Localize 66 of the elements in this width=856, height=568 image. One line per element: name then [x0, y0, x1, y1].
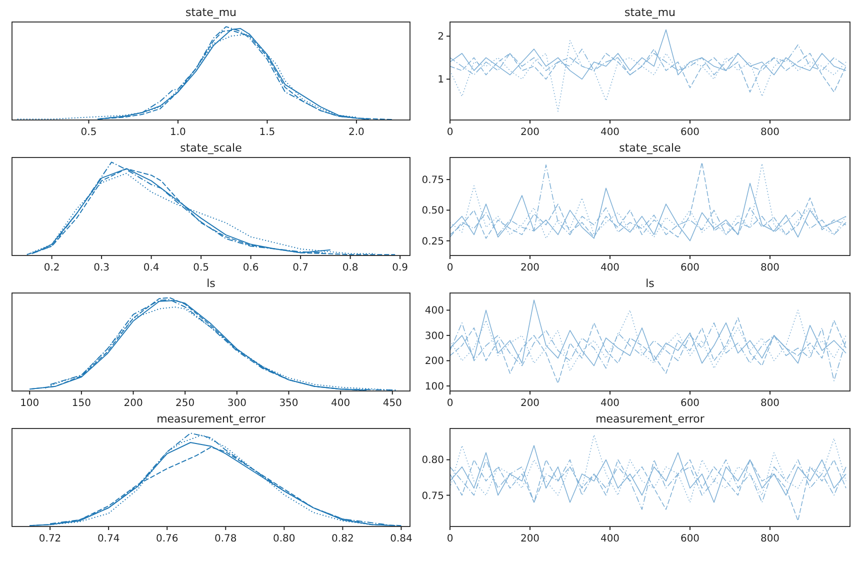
chart-title: ls: [206, 277, 216, 290]
x-tick-label: 0.5: [193, 262, 210, 274]
x-tick-label: 0.74: [97, 534, 120, 544]
x-tick-label: 200: [520, 262, 540, 274]
x-tick-label: 800: [760, 534, 780, 544]
y-tick-label: 0.75: [422, 490, 444, 502]
x-tick-label: 1.0: [170, 127, 186, 138]
x-tick-label: 400: [600, 398, 620, 409]
y-tick-label: 0.25: [422, 236, 444, 248]
x-tick-label: 600: [680, 262, 700, 274]
x-tick-label: 0: [446, 534, 454, 544]
y-tick-label: 2: [438, 32, 444, 43]
x-tick-label: 200: [520, 534, 540, 544]
chart-title: state_mu: [624, 6, 676, 19]
x-tick-label: 0.78: [214, 534, 237, 544]
x-tick-label: 150: [72, 398, 91, 409]
x-tick-label: 0.2: [44, 262, 60, 274]
x-tick-label: 0: [446, 398, 454, 409]
x-tick-label: 200: [520, 127, 540, 138]
x-tick-label: 0: [446, 127, 454, 138]
x-tick-label: 0.72: [38, 534, 62, 544]
chart-title: measurement_error: [596, 412, 705, 426]
x-tick-label: 200: [124, 398, 143, 409]
x-tick-label: 350: [279, 398, 298, 409]
chart-title: ls: [646, 277, 655, 290]
x-tick-label: 0.7: [292, 262, 309, 274]
y-tick-label: 0.80: [422, 455, 444, 466]
y-tick-label: 0.50: [422, 206, 444, 217]
y-tick-label: 0.75: [422, 175, 444, 186]
x-tick-label: 0.8: [342, 262, 358, 274]
chart-title: state_mu: [185, 6, 237, 19]
x-tick-label: 0.3: [94, 262, 110, 274]
x-tick-label: 0.84: [390, 534, 412, 544]
x-tick-label: 0.76: [156, 534, 178, 544]
x-tick-label: 600: [680, 534, 700, 544]
x-tick-label: 0.5: [80, 127, 97, 138]
x-tick-label: 400: [331, 398, 350, 409]
x-tick-label: 400: [600, 534, 620, 544]
x-tick-label: 400: [600, 262, 620, 274]
x-tick-label: 0.82: [332, 534, 354, 544]
y-tick-label: 300: [424, 330, 444, 342]
x-tick-label: 0.4: [143, 262, 160, 274]
y-tick-label: 400: [424, 306, 444, 317]
x-tick-label: 200: [520, 398, 540, 409]
x-tick-label: 800: [760, 398, 780, 409]
x-tick-label: 250: [176, 398, 195, 409]
x-tick-label: 600: [680, 398, 700, 409]
y-tick-label: 100: [424, 381, 444, 392]
chart-title: state_scale: [180, 142, 242, 154]
chart-title: state_scale: [619, 142, 682, 154]
y-tick-label: 1: [438, 74, 444, 86]
x-tick-label: 100: [20, 398, 40, 409]
y-tick-label: 200: [424, 356, 444, 368]
x-tick-label: 600: [680, 127, 700, 138]
x-tick-label: 0: [446, 262, 454, 274]
chart-title: measurement_error: [156, 412, 266, 426]
x-tick-label: 800: [760, 127, 780, 138]
x-tick-label: 400: [600, 127, 620, 138]
x-tick-label: 0.9: [392, 262, 408, 274]
x-tick-label: 0.6: [242, 262, 259, 274]
x-tick-label: 800: [760, 262, 780, 274]
x-tick-label: 1.5: [259, 127, 276, 138]
x-tick-label: 450: [382, 398, 402, 409]
x-tick-label: 0.80: [273, 534, 296, 544]
x-tick-label: 300: [227, 398, 246, 409]
x-tick-label: 2.0: [348, 127, 364, 138]
